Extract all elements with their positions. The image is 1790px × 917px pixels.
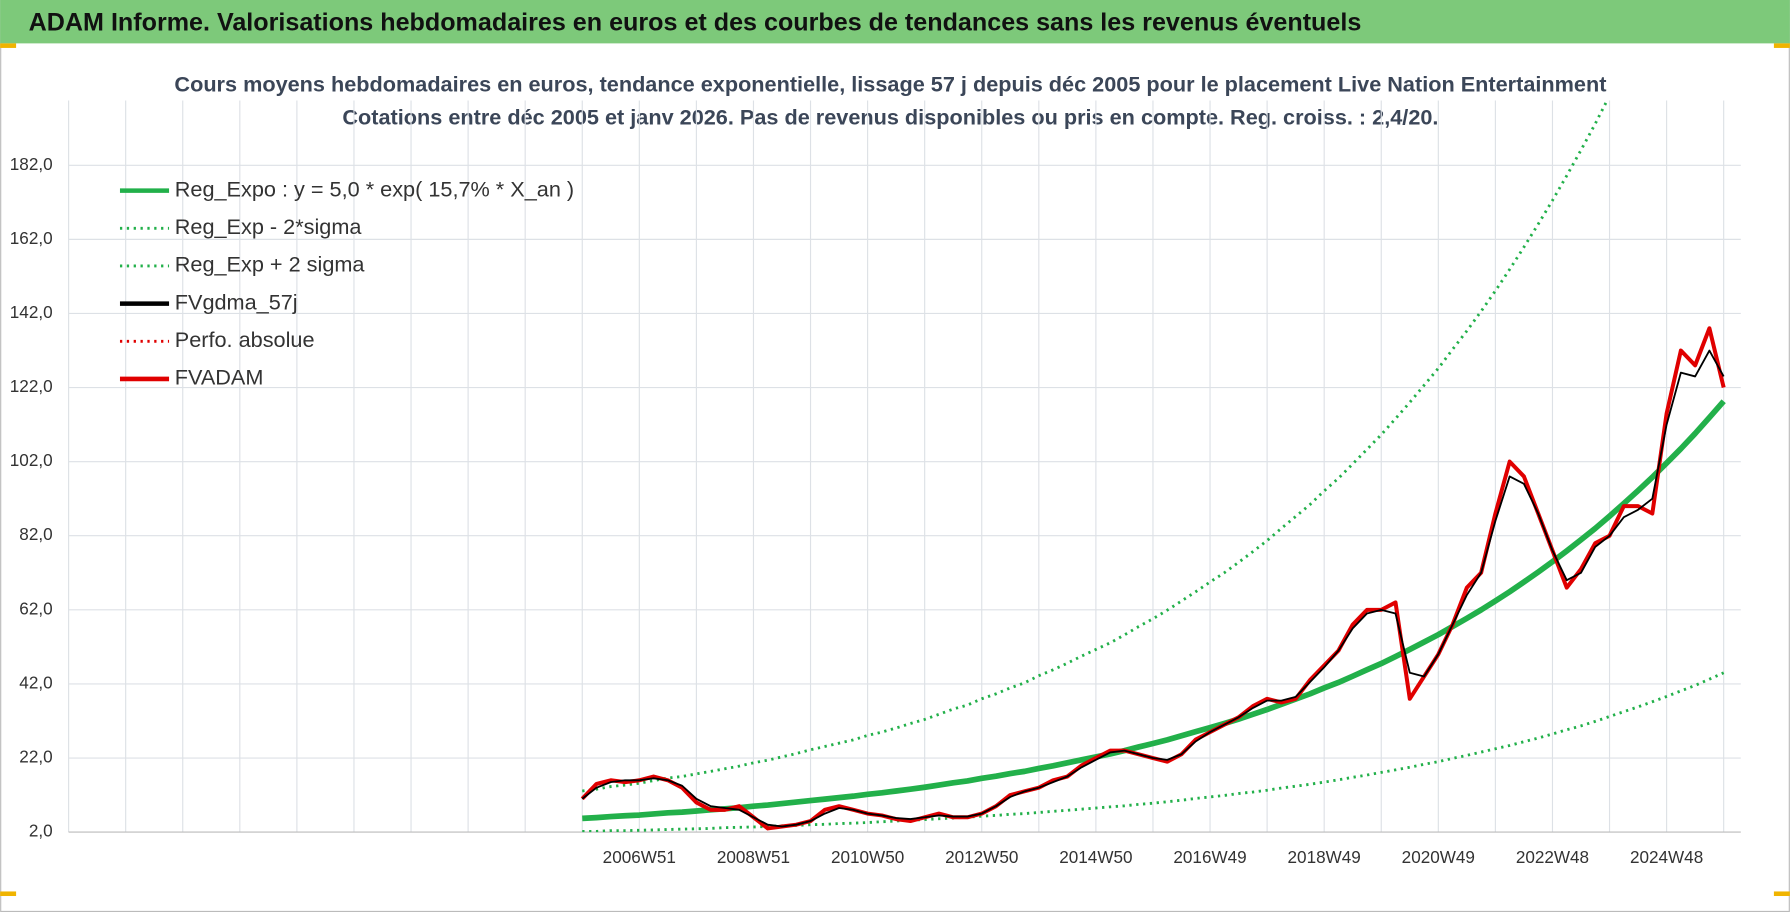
legend-label: FVADAM — [175, 365, 264, 390]
series-line — [581, 349, 1725, 828]
y-tick-label: 42,0 — [19, 673, 52, 692]
legend-label: Reg_Exp + 2 sigma — [175, 252, 366, 277]
x-tick-label: 2006W51 — [603, 848, 676, 867]
y-tick-label: 2,0 — [29, 822, 53, 841]
grid: 2,0 22,0 42,0 62,0 82,0 102,0 122,0 142,0 162,0 1… — [10, 100, 1741, 867]
x-tick-label: 2016W49 — [1173, 848, 1246, 867]
x-tick-label: 2022W48 — [1516, 848, 1589, 867]
x-tick-label: 2010W50 — [831, 848, 904, 867]
series-line — [582, 100, 1609, 793]
page-title: ADAM Informe. Valorisations hebdomadaire… — [29, 9, 1362, 37]
x-tick-label: 2008W51 — [717, 848, 790, 867]
corner — [0, 43, 17, 48]
y-tick-label: 62,0 — [19, 599, 52, 618]
y-tick-label: 122,0 — [10, 377, 53, 396]
legend-label: FVgdma_57j — [175, 289, 298, 314]
legend-label: Reg_Expo : y = 5,0 * exp( 15,7% * X_an ) — [175, 176, 574, 201]
y-tick-label: 22,0 — [19, 748, 52, 767]
plot — [580, 100, 1726, 833]
header-bar — [0, 0, 1790, 44]
x-tick-label: 2020W49 — [1402, 848, 1475, 867]
corner — [1773, 891, 1790, 897]
legend-label: Perfo. absolue — [175, 327, 315, 352]
series-line — [582, 399, 1726, 822]
x-tick-label: 2018W49 — [1288, 848, 1361, 867]
chart-title: Cours moyens hebdomadaires en euros, ten… — [174, 71, 1606, 96]
legend-label: Reg_Exp - 2*sigma — [175, 214, 363, 239]
corner — [0, 891, 17, 897]
corner — [1773, 43, 1790, 48]
y-tick-label: 162,0 — [10, 229, 53, 248]
y-tick-label: 102,0 — [10, 451, 53, 470]
legend: Reg_Expo : y = 5,0 * exp( 15,7% * X_an )… — [119, 176, 574, 390]
y-tick-label: 142,0 — [10, 303, 53, 322]
x-tick-label: 2014W50 — [1059, 848, 1132, 867]
x-tick-label: 2024W48 — [1630, 848, 1703, 867]
chart-subtitle: Cotations entre déc 2005 et janv 2026. P… — [342, 104, 1438, 129]
y-tick-label: 82,0 — [19, 525, 52, 544]
x-tick-label: 2012W50 — [945, 848, 1018, 867]
y-tick-label: 182,0 — [10, 155, 53, 174]
